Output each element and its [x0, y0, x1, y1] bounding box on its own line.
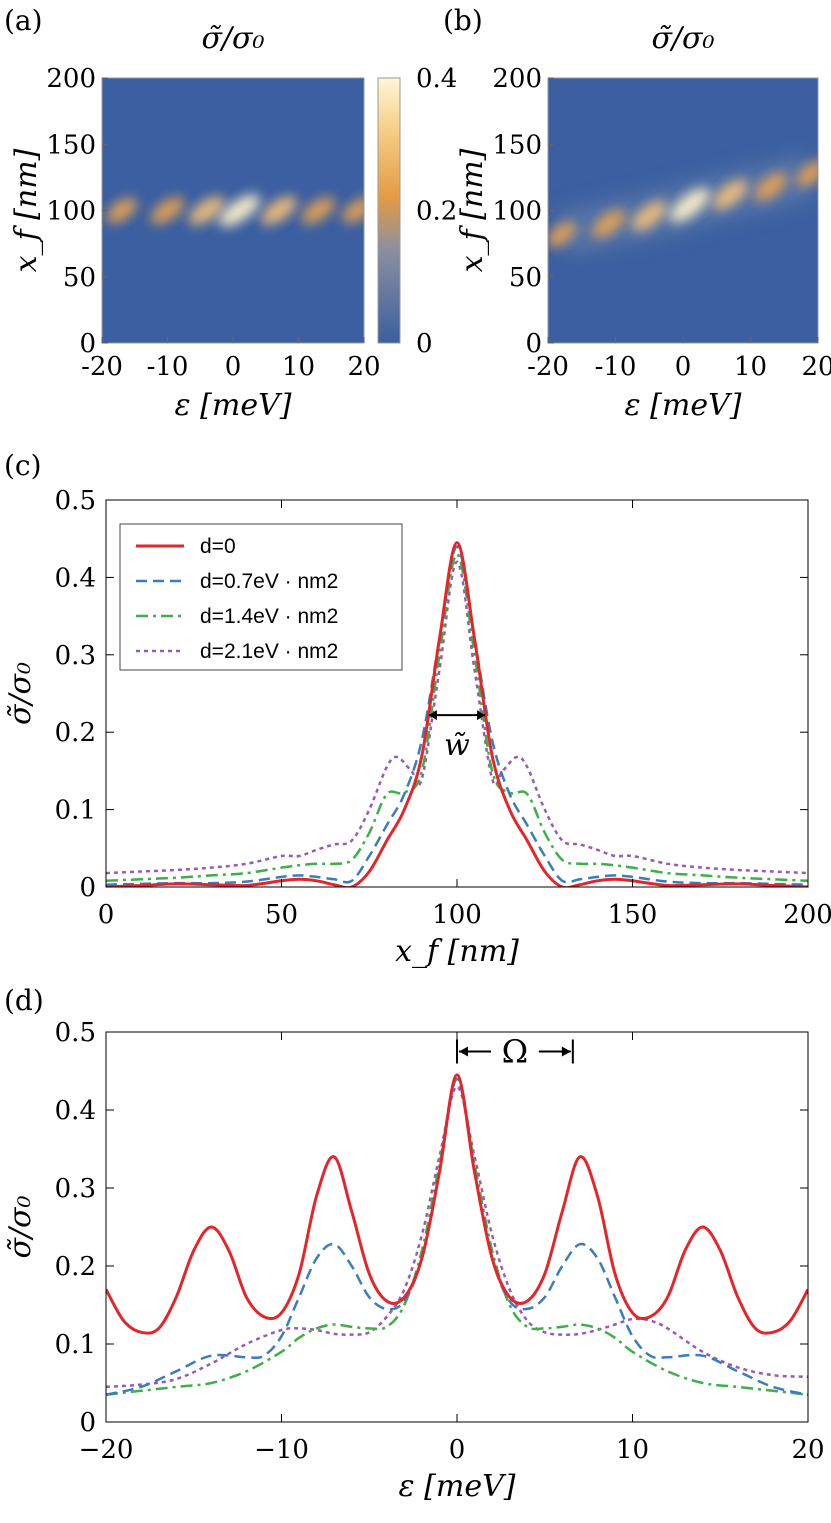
- x-tick-label: 0: [225, 352, 242, 382]
- heatmap-blob: [712, 179, 748, 210]
- y-axis-label: x_f [nm]: [9, 148, 44, 272]
- x-tick-label: −20: [79, 1435, 134, 1465]
- legend-label: d=0.7eV · nm2: [200, 570, 338, 593]
- y-tick-label: 200: [46, 64, 96, 94]
- arrow-head-left: [428, 710, 437, 721]
- panel-c-linechart: 0 50 100 150 200 0 0.1 0.2 0.3 0.4 0.5 x_f [nm] σ̃/σ…: [3, 486, 831, 969]
- series-line: [106, 545, 808, 886]
- heatmap-blob: [592, 209, 625, 238]
- x-tick-label: 20: [347, 352, 380, 382]
- series-line: [106, 1073, 808, 1335]
- heatmap-blob: [150, 197, 185, 224]
- series-line: [106, 541, 808, 887]
- x-axis-label: ε [meV]: [175, 388, 292, 423]
- x-tick-label: 100: [432, 900, 482, 930]
- legend-box: [119, 523, 403, 671]
- heatmap-blob: [218, 194, 261, 227]
- x-tick-label: 200: [783, 900, 831, 930]
- x-tick-label: 10: [616, 1435, 649, 1465]
- y-tick-label: 150: [492, 130, 542, 160]
- x-tick-label: -20: [527, 352, 569, 382]
- y-tick-label: 0.4: [55, 563, 96, 593]
- colorbar-tick-label: 0: [416, 329, 433, 359]
- series-line: [106, 552, 808, 883]
- x-tick-label: 0: [675, 352, 692, 382]
- series-line: [106, 1077, 808, 1396]
- omega-arrowhead-right: [561, 1046, 571, 1057]
- panel-b-label: (b): [443, 4, 483, 37]
- y-tick-label: 150: [46, 130, 96, 160]
- x-axis-label: ε [meV]: [399, 1469, 516, 1504]
- y-tick-label: 0.3: [55, 641, 96, 671]
- panel-d-linechart: −20 −10 0 10 20 0 0.1 0.2 0.3 0.4 0.5 ε [meV] σ̃/σ₀ Ω: [3, 1018, 825, 1504]
- x-tick-label: -10: [595, 352, 637, 382]
- heatmap-blob: [754, 172, 787, 201]
- x-tick-label: 20: [791, 1435, 824, 1465]
- width-annotation: w̃: [444, 728, 470, 763]
- y-tick-label: 0.5: [55, 1018, 96, 1048]
- panel-title: σ̃/σ₀: [201, 21, 264, 56]
- y-tick-label: 0.2: [55, 1252, 96, 1282]
- heatmap-blob: [342, 198, 364, 223]
- y-tick-label: 0.1: [55, 1330, 96, 1360]
- heatmap-blob: [796, 160, 818, 187]
- arrow-head-right: [477, 710, 486, 721]
- x-tick-label: -10: [147, 352, 189, 382]
- y-tick-label: 100: [492, 197, 542, 227]
- heatmap-blob: [106, 198, 137, 223]
- omega-annotation: Ω: [502, 1033, 529, 1071]
- y-tick-label: 0.2: [55, 718, 96, 748]
- x-tick-label: 150: [608, 900, 658, 930]
- panel-c-label: (c): [4, 449, 42, 482]
- y-tick-label: 0.4: [55, 1096, 96, 1126]
- colorbar: [377, 77, 401, 344]
- panel-d-label: (d): [4, 984, 44, 1017]
- x-tick-label: 0: [449, 1435, 466, 1465]
- x-axis-label: x_f [nm]: [395, 934, 519, 969]
- x-tick-label: 10: [734, 352, 767, 382]
- heatmap-blob: [260, 196, 297, 225]
- series-line: [106, 1085, 808, 1389]
- heatmap-blob: [631, 200, 667, 231]
- x-tick-label: 0: [98, 900, 115, 930]
- y-tick-label: 0: [79, 329, 96, 359]
- y-tick-label: 100: [46, 197, 96, 227]
- panel-title: σ̃/σ₀: [651, 21, 714, 56]
- y-tick-label: 0: [525, 329, 542, 359]
- x-tick-label: −10: [254, 1435, 309, 1465]
- x-tick-label: -20: [81, 352, 123, 382]
- y-tick-label: 0: [79, 873, 96, 903]
- x-tick-label: 50: [265, 900, 298, 930]
- heatmap-blob: [301, 197, 335, 224]
- legend-label: d=0: [200, 535, 236, 558]
- series-line: [106, 1077, 808, 1396]
- series-line: [106, 560, 808, 875]
- y-tick-label: 50: [509, 263, 542, 293]
- y-tick-label: 200: [492, 64, 542, 94]
- y-axis-label: σ̃/σ₀: [3, 1195, 38, 1258]
- y-axis-label: σ̃/σ₀: [3, 662, 38, 725]
- legend-label: d=2.1eV · nm2: [200, 640, 338, 663]
- y-axis-label: x_f [nm]: [455, 148, 490, 272]
- y-tick-label: 0: [79, 1408, 96, 1438]
- y-tick-label: 0.3: [55, 1174, 96, 1204]
- heatmap-blob: [548, 221, 576, 247]
- colorbar-tick-label: 0.2: [416, 197, 457, 227]
- omega-arrowhead-left: [459, 1046, 468, 1057]
- y-tick-label: 0.1: [55, 796, 96, 826]
- x-tick-label: 20: [801, 352, 831, 382]
- x-axis-label: ε [meV]: [625, 388, 742, 423]
- colorbar-tick-label: 0.4: [416, 64, 457, 94]
- heatmap-blob: [188, 196, 225, 225]
- y-tick-label: 0.5: [55, 486, 96, 516]
- x-tick-label: 10: [282, 352, 315, 382]
- panel-a-label: (a): [4, 4, 43, 37]
- legend: d=0 d=0.7eV · nm2 d=1.4eV · nm2 d=2.1eV · n…: [119, 523, 403, 671]
- y-tick-label: 50: [63, 263, 96, 293]
- legend-label: d=1.4eV · nm2: [200, 605, 338, 628]
- heatmap-blob: [669, 188, 710, 223]
